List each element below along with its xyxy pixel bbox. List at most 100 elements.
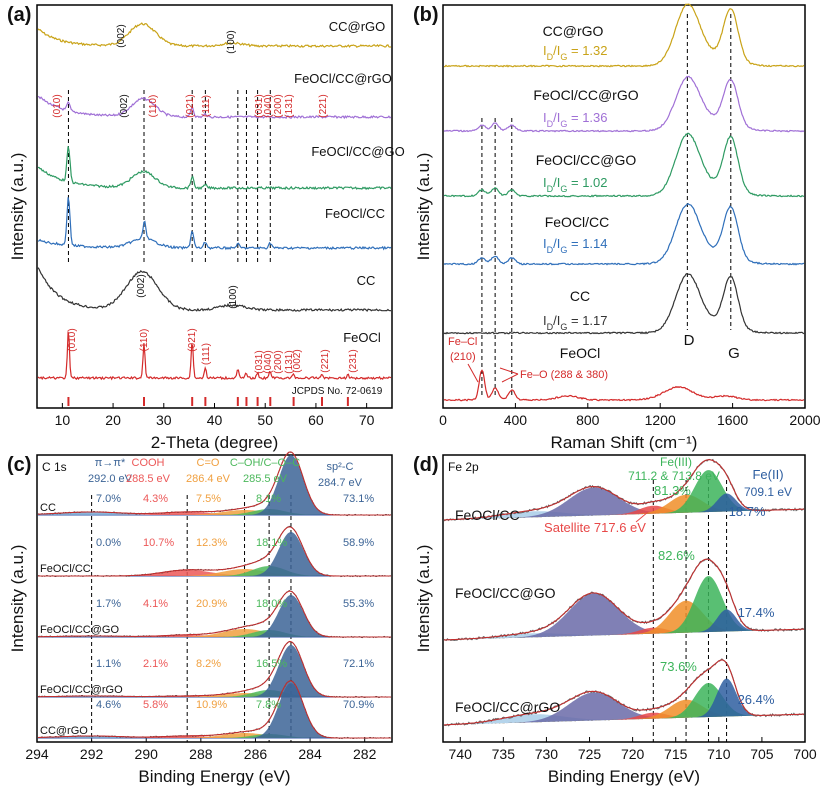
raman-series-line [443,369,805,402]
c1s-percent: 7.8% [256,699,281,711]
c1s-tick-label: 290 [135,746,159,762]
c1s-percent: 0.0% [96,537,121,549]
fe2p-fe3-energy: 711.2 & 713.8 eV [628,469,720,483]
c1s-sample-name: FeOCl/CC@GO [40,624,119,636]
raman-tick-label: 1200 [645,412,676,428]
c1s-percent: 72.1% [343,658,374,670]
xrd-tick-label: 40 [207,412,223,428]
xrd-series-name: FeOCl/CC@GO [311,144,404,159]
fe2p-fe2-label: Fe(II) [752,467,783,482]
c1s-percent: 70.9% [343,699,374,711]
xrd-peak-label: (031) [254,94,265,117]
raman-series-name: FeOCl/CC [545,214,610,230]
xrd-peak-label: (221) [318,94,329,117]
c1s-percent: 10.7% [143,537,174,549]
c1s-component-name: π→π* [95,457,126,469]
fe2p-y-axis-label: Intensity (a.u.) [414,545,433,653]
fe2p-fit-line [444,459,804,521]
xrd-peak-label: (010) [52,94,63,117]
fe2p-tick-label: 730 [535,746,559,762]
c1s-percent: 8.1% [256,493,281,505]
c1s-fit-line [38,526,391,577]
raman-series-line [443,75,805,133]
c1s-component-fill [38,569,391,576]
fe2p-title: Fe 2p [448,460,479,474]
c1s-tick-label: 282 [353,746,377,762]
xrd-peak-label: (221) [320,349,331,372]
fe2p-fe2-energy: 709.1 eV [744,485,792,499]
raman-band-label: G [728,345,740,362]
xrd-peak-label: (111) [201,343,212,365]
xrd-series-name: FeOCl [343,330,381,345]
raman-id-ig-ratio: ID/IG = 1.02 [543,175,608,194]
xrd-peak-label: (002) [119,94,130,117]
fe2p-satellite-arrow [635,511,649,523]
fe2p-sample-name: FeOCl/CC [455,507,520,523]
raman-fecl-arrow [467,363,479,383]
xrd-peak-label: (100) [226,30,237,53]
raman-tick-label: 800 [576,412,600,428]
c1s-sample-name: CC [40,502,56,514]
c1s-fit-line [37,680,391,739]
c1s-component-fill [38,512,391,515]
fe2p-fe3-percent: 81.3% [654,483,691,498]
c1s-tick-label: 284 [298,746,322,762]
fe2p-x-axis-label: Binding Energy (eV) [548,767,700,786]
xrd-tick-label: 60 [308,412,324,428]
c1s-panel-label: (c) [7,454,31,476]
xrd-peak-label: (040) [263,350,274,373]
xrd-peak-label: (231) [348,349,359,372]
fe2p-raw-line [443,658,805,727]
xrd-x-axis-label: 2-Theta (degree) [151,433,279,452]
raman-tick-label: 400 [504,412,528,428]
c1s-percent: 10.9% [196,699,227,711]
raman-series-name: FeOCl/CC@rGO [533,87,638,103]
c1s-title: C 1s [42,460,67,474]
xrd-peak-label: (002) [136,274,147,297]
xrd-series-line [37,95,392,120]
xrd-peak-label: (200) [273,94,284,117]
c1s-component-fill [38,645,391,697]
fe2p-fe2-percent: 26.4% [738,692,775,707]
fe2p-tick-label: 705 [750,746,774,762]
raman-feo-arrow [499,367,519,375]
c1s-tick-label: 288 [189,746,213,762]
c1s-fit-line [38,641,391,698]
c1s-component-fill [38,629,391,637]
fe2p-fe3-percent: 73.6% [660,659,697,674]
fe2p-tick-label: 725 [578,746,602,762]
fe2p-tick-label: 740 [449,746,473,762]
c1s-percent: 18.0% [256,598,287,610]
fe2p-component-fill [444,678,804,725]
raman-tick-label: 2000 [789,412,820,428]
fe2p-fe3-label: Fe(III) [660,455,692,469]
c1s-percent: 4.6% [96,699,121,711]
xrd-series-line [38,146,392,191]
fe2p-fit-line [443,659,804,726]
raman-tick-label: 0 [439,412,447,428]
xrd-peak-label: (110) [139,329,150,352]
c1s-percent: 58.9% [343,537,374,549]
xrd-peak-label: (100) [228,285,239,308]
raman-feo-arrow [501,373,519,383]
fe2p-component-fill [444,593,804,640]
c1s-x-axis-label: Binding Energy (eV) [138,767,290,786]
raman-series-name: CC [570,288,590,304]
fe2p-panel-label: (d) [413,454,439,476]
raman-series-line [443,132,805,198]
fe2p-sample-name: FeOCl/CC@rGO [455,699,560,715]
xrd-series-name: CC [357,273,376,288]
raman-tick-label: 1600 [717,412,748,428]
fe2p-tick-label: 735 [492,746,516,762]
xrd-series-line [37,331,392,381]
xrd-y-axis-label: Intensity (a.u.) [8,153,27,261]
c1s-component-energy: 284.7 eV [318,477,363,489]
xrd-tick-label: 30 [156,412,172,428]
xrd-peak-label: (040) [263,94,274,117]
xrd-peak-label: (021) [187,328,198,351]
xrd-tick-label: 10 [55,412,71,428]
xrd-peak-label: (031) [254,350,265,373]
c1s-percent: 18.1% [256,537,287,549]
c1s-component-fill [38,595,391,637]
raman-id-ig-ratio: ID/IG = 1.17 [543,313,608,332]
